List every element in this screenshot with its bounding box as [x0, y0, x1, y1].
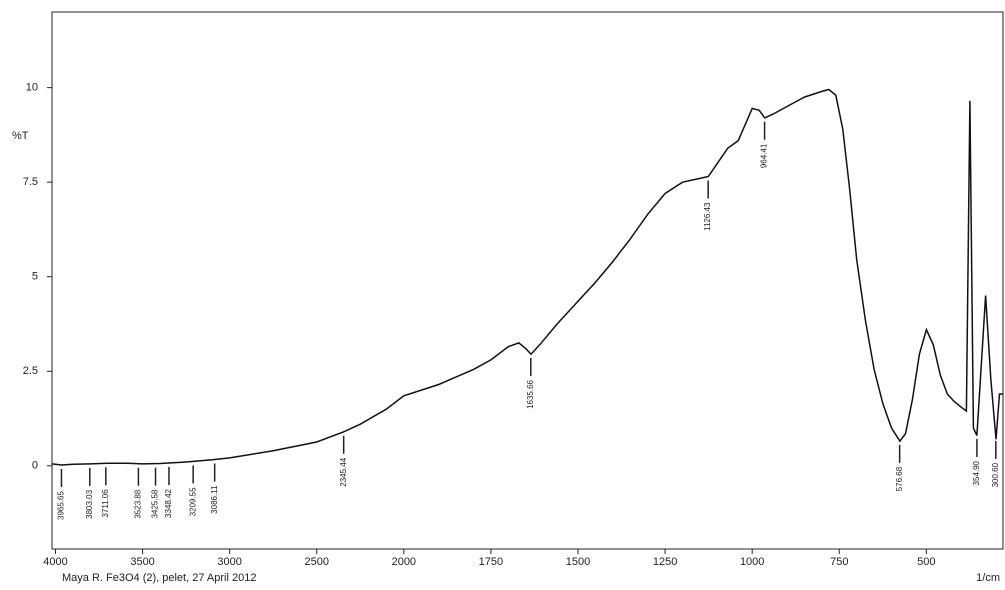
x-tick-label: 1250	[653, 556, 677, 568]
y-tick-label: 5	[32, 271, 38, 283]
peak-label: 3711.06	[101, 489, 110, 518]
x-tick-label: 2500	[305, 556, 329, 568]
y-axis-label: %T	[12, 130, 29, 142]
peak-label: 3348.42	[164, 488, 173, 517]
footer: Maya R. Fe3O4 (2), pelet, 27 April 2012	[62, 572, 256, 584]
x-tick-label: 1750	[479, 556, 503, 568]
peak-label: 3209.55	[188, 487, 197, 516]
peak-label: 3425.58	[151, 489, 160, 518]
y-tick-label: 0	[32, 460, 38, 472]
peak-label: 1635.66	[526, 379, 535, 408]
peak-label: 964.41	[760, 143, 769, 168]
x-tick-label: 3500	[130, 556, 154, 568]
x-tick-label: 1000	[740, 556, 764, 568]
x-axis-label: 1/cm	[976, 572, 1000, 584]
peak-label: 2345.44	[339, 457, 348, 486]
x-tick-label: 1500	[566, 556, 590, 568]
y-tick-label: 2.5	[23, 365, 38, 377]
peak-label: 3523.88	[134, 489, 143, 518]
y-tick-label: 7.5	[23, 176, 38, 188]
x-tick-label: 3000	[217, 556, 241, 568]
peak-label: 576.68	[895, 466, 904, 491]
y-tick-label: 10	[26, 82, 38, 94]
x-tick-label: 2000	[392, 556, 416, 568]
x-tick-label: 500	[917, 556, 935, 568]
x-tick-label: 750	[830, 556, 848, 568]
chart: %T 1/cm Maya R. Fe3O4 (2), pelet, 27 Apr…	[0, 0, 1005, 590]
peak-label: 3965.65	[57, 490, 66, 519]
peak-label: 354.90	[972, 460, 981, 485]
peak-label: 3803.03	[85, 489, 94, 518]
peak-label: 300.60	[991, 462, 1000, 487]
peak-label: 3086.11	[210, 485, 219, 514]
peak-label: 1126.43	[703, 202, 712, 231]
x-tick-label: 4000	[43, 556, 67, 568]
